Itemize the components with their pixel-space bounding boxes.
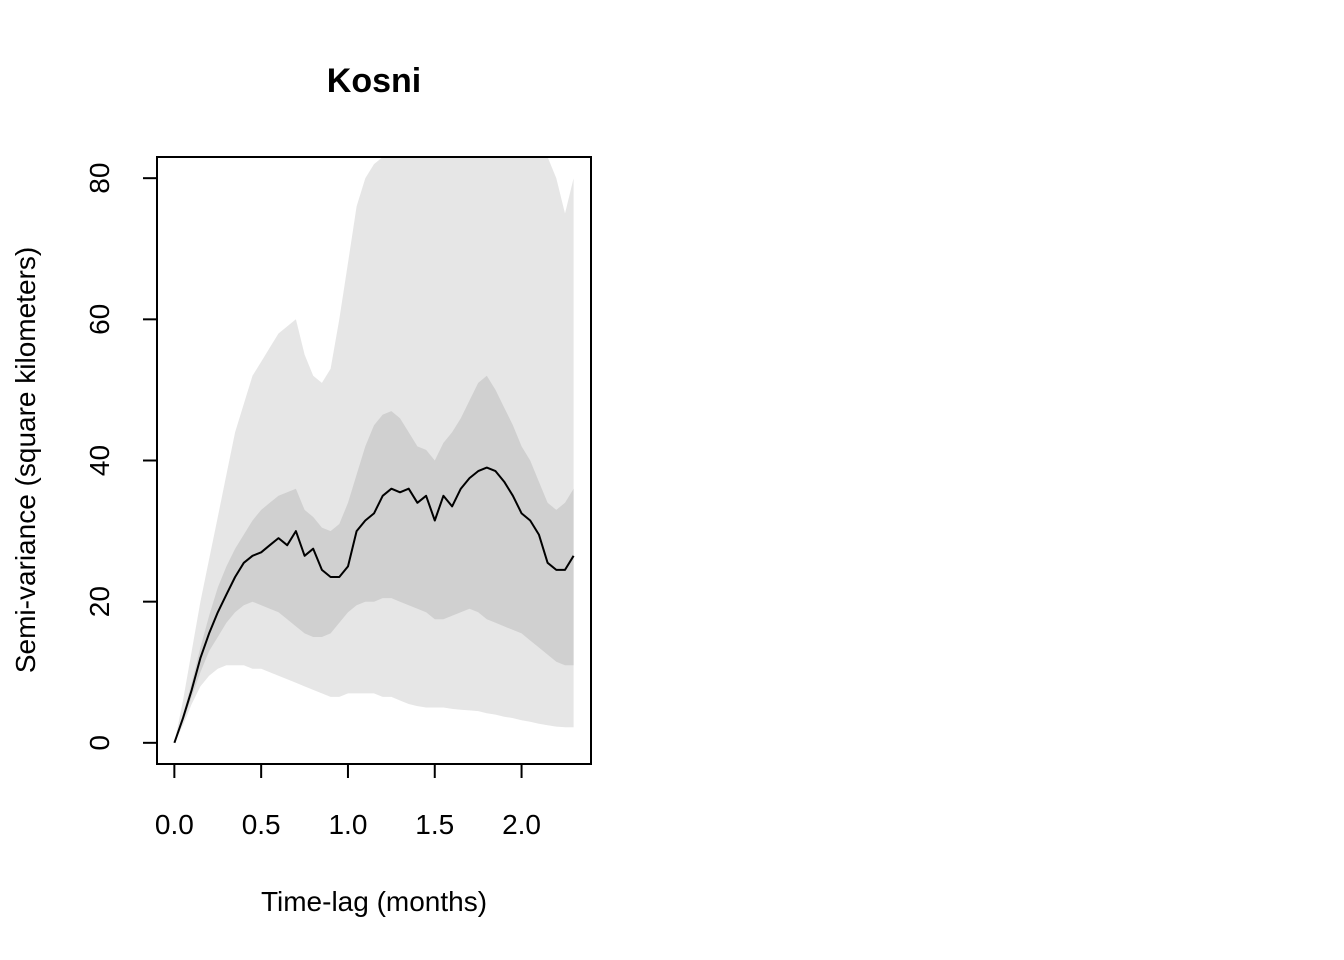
y-axis: 0 20 40 60 80 bbox=[84, 163, 158, 751]
chart-title: Kosni bbox=[327, 62, 421, 100]
x-tick-label: 1.5 bbox=[415, 809, 454, 840]
x-axis-label: Time-lag (months) bbox=[261, 886, 487, 917]
y-tick-label: 60 bbox=[84, 304, 115, 335]
x-tick-label: 0.0 bbox=[155, 809, 194, 840]
y-tick-label: 40 bbox=[84, 445, 115, 476]
y-tick-label: 20 bbox=[84, 586, 115, 617]
x-tick-label: 1.0 bbox=[328, 809, 367, 840]
x-tick-label: 2.0 bbox=[502, 809, 541, 840]
x-axis: 0.0 0.5 1.0 1.5 2.0 bbox=[155, 763, 541, 840]
y-tick-label: 80 bbox=[84, 163, 115, 194]
semivariance-line bbox=[173, 466, 575, 744]
y-axis-label: Semi-variance (square kilometers) bbox=[10, 247, 41, 673]
x-tick-label: 0.5 bbox=[242, 809, 281, 840]
confidence-bands bbox=[174, 157, 574, 743]
y-tick-label: 0 bbox=[84, 735, 115, 751]
inner-confidence-band bbox=[174, 375, 574, 743]
series-line-0 bbox=[173, 466, 575, 744]
